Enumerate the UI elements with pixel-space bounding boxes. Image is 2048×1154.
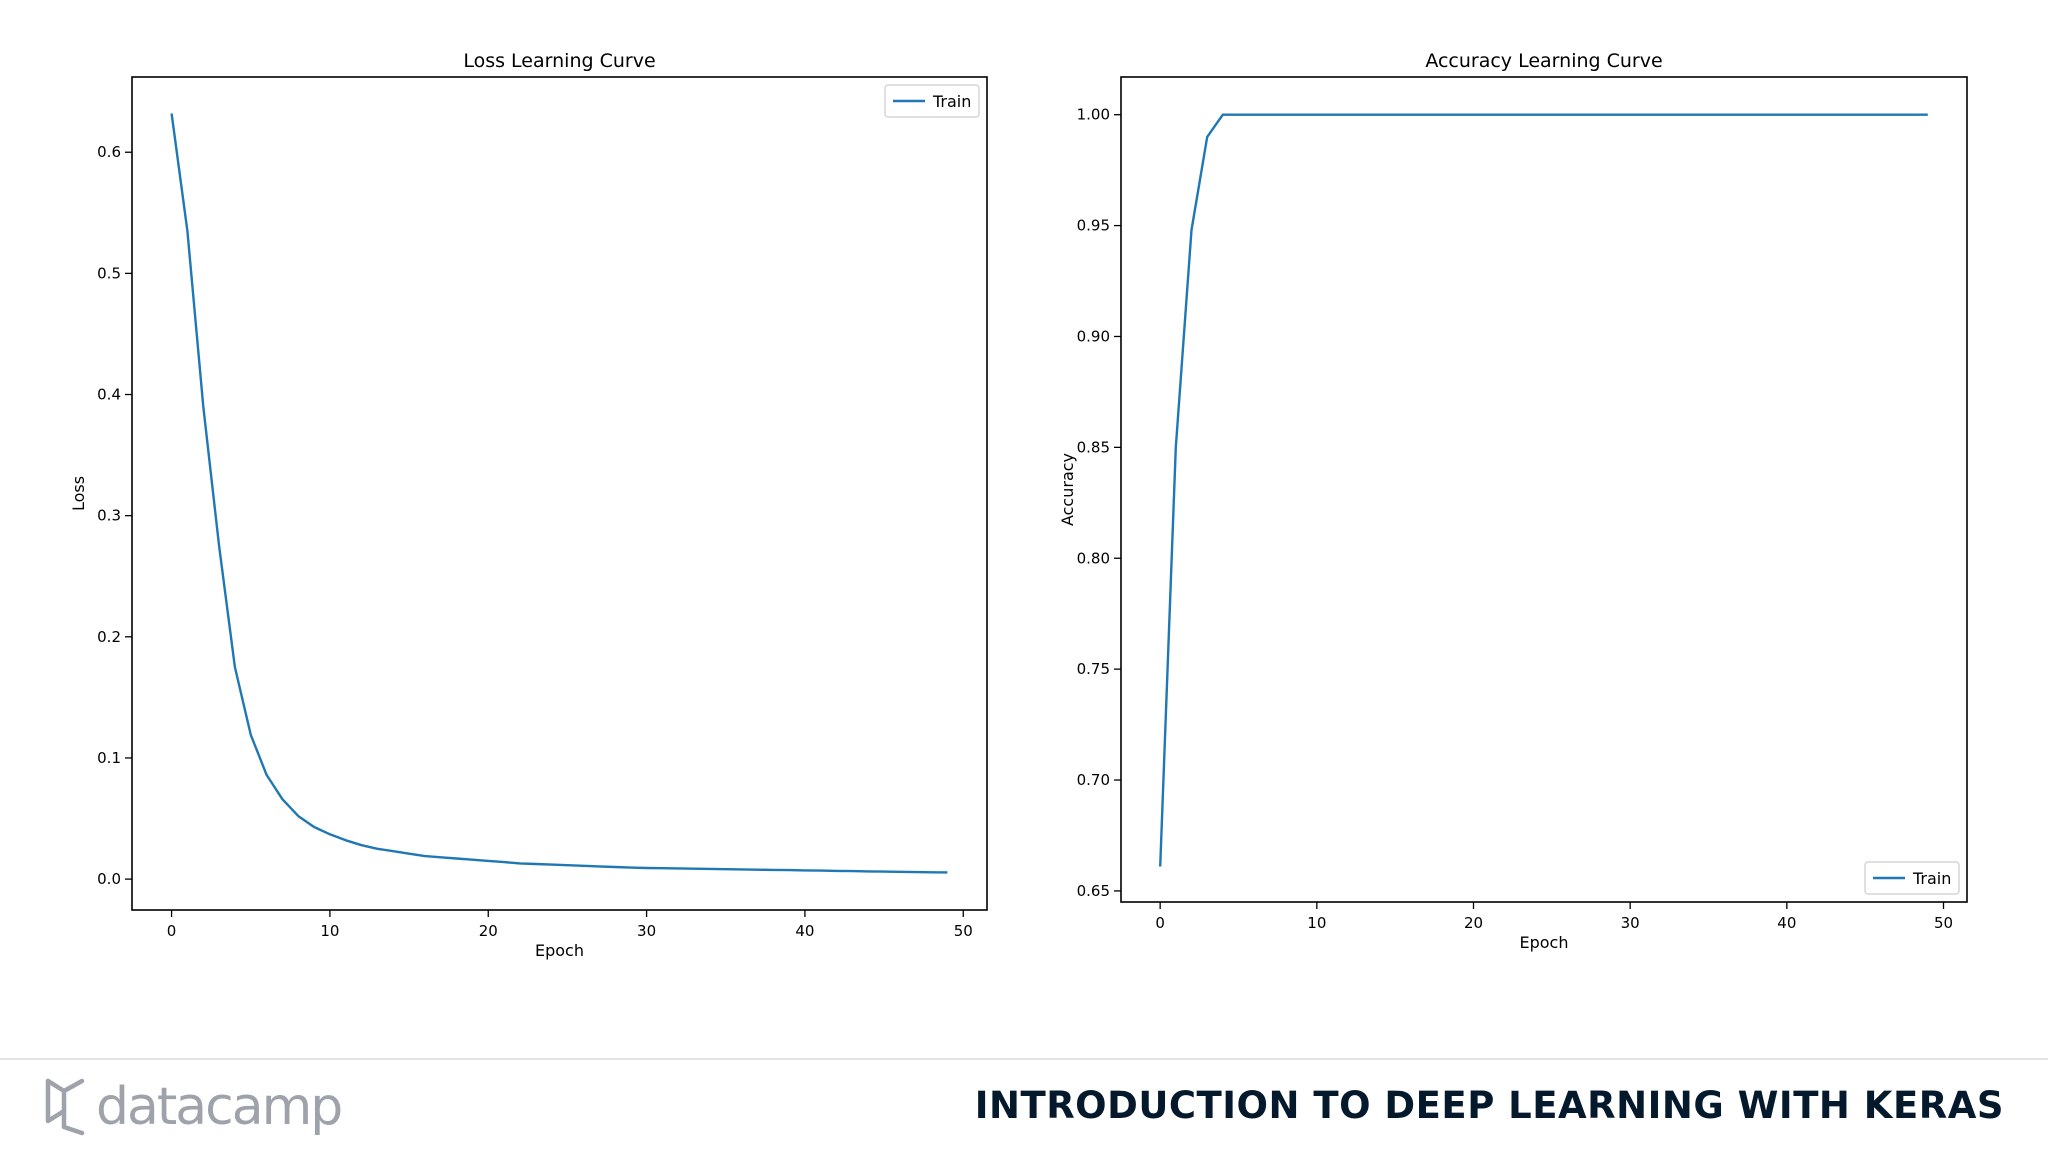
x-tick-label: 50: [1934, 914, 1953, 932]
series-line-train: [170, 113, 948, 874]
y-axis-label: Loss: [69, 476, 88, 511]
legend-box: [1864, 861, 1960, 895]
legend-label: Train: [1912, 869, 1951, 888]
y-tick-label: 0.2: [97, 628, 121, 646]
x-axis-label: Epoch: [535, 941, 584, 960]
y-tick-label: 0.65: [1077, 882, 1110, 900]
accuracy-chart: Accuracy Learning Curve 0 10 20 30 40 50 0.65 0.…: [1058, 50, 1968, 952]
chart-title: Accuracy Learning Curve: [1425, 50, 1662, 72]
legend-label: Train: [932, 92, 971, 111]
y-tick-label: 0.95: [1077, 217, 1110, 235]
x-tick-label: 10: [1307, 914, 1326, 932]
y-tick-label: 0.80: [1077, 549, 1110, 567]
datacamp-logo: datacamp: [42, 1076, 343, 1138]
x-tick-label: 0: [167, 922, 177, 940]
x-tick-label: 50: [954, 922, 973, 940]
chart-title: Loss Learning Curve: [463, 50, 655, 72]
y-tick-label: 0.4: [97, 386, 121, 404]
x-tick-label: 10: [320, 922, 339, 940]
x-tick-label: 30: [1621, 914, 1640, 932]
x-tick-label: 0: [1155, 914, 1165, 932]
y-axis-label: Accuracy: [1058, 453, 1077, 526]
x-tick-label: 20: [479, 922, 498, 940]
footer-divider: [0, 1058, 2048, 1060]
x-tick-label: 30: [637, 922, 656, 940]
y-tick-label: 0.0: [97, 870, 121, 888]
brand-name: datacamp: [96, 1077, 343, 1137]
legend: Train: [884, 84, 980, 118]
y-tick-label: 1.00: [1077, 106, 1110, 124]
y-tick-label: 0.1: [97, 749, 121, 767]
x-tick-label: 40: [1777, 914, 1796, 932]
plot-frame: [131, 76, 988, 911]
plot-frame: [1120, 76, 1968, 903]
y-tick-label: 0.6: [97, 143, 121, 161]
learning-curves-figure: Loss Learning Curve 0 10 20 30 40 50 0.0 0.1 0.2 0…: [69, 50, 1968, 960]
x-axis-label: Epoch: [1520, 933, 1569, 952]
y-tick-label: 0.85: [1077, 438, 1110, 456]
y-tick-label: 0.75: [1077, 660, 1110, 678]
y-tick-label: 0.70: [1077, 771, 1110, 789]
datacamp-logo-icon: [45, 1078, 85, 1136]
y-tick-label: 0.3: [97, 507, 121, 525]
legend: Train: [1864, 861, 1960, 895]
course-title: INTRODUCTION TO DEEP LEARNING WITH KERAS: [974, 1084, 2004, 1127]
y-tick-label: 0.5: [97, 264, 121, 282]
loss-chart: Loss Learning Curve 0 10 20 30 40 50 0.0 0.1 0.2 0…: [69, 50, 988, 960]
legend-box: [884, 84, 980, 118]
y-tick-label: 0.90: [1077, 327, 1110, 345]
series-line-train: [1159, 113, 1928, 867]
x-tick-label: 40: [795, 922, 814, 940]
x-tick-label: 20: [1464, 914, 1483, 932]
